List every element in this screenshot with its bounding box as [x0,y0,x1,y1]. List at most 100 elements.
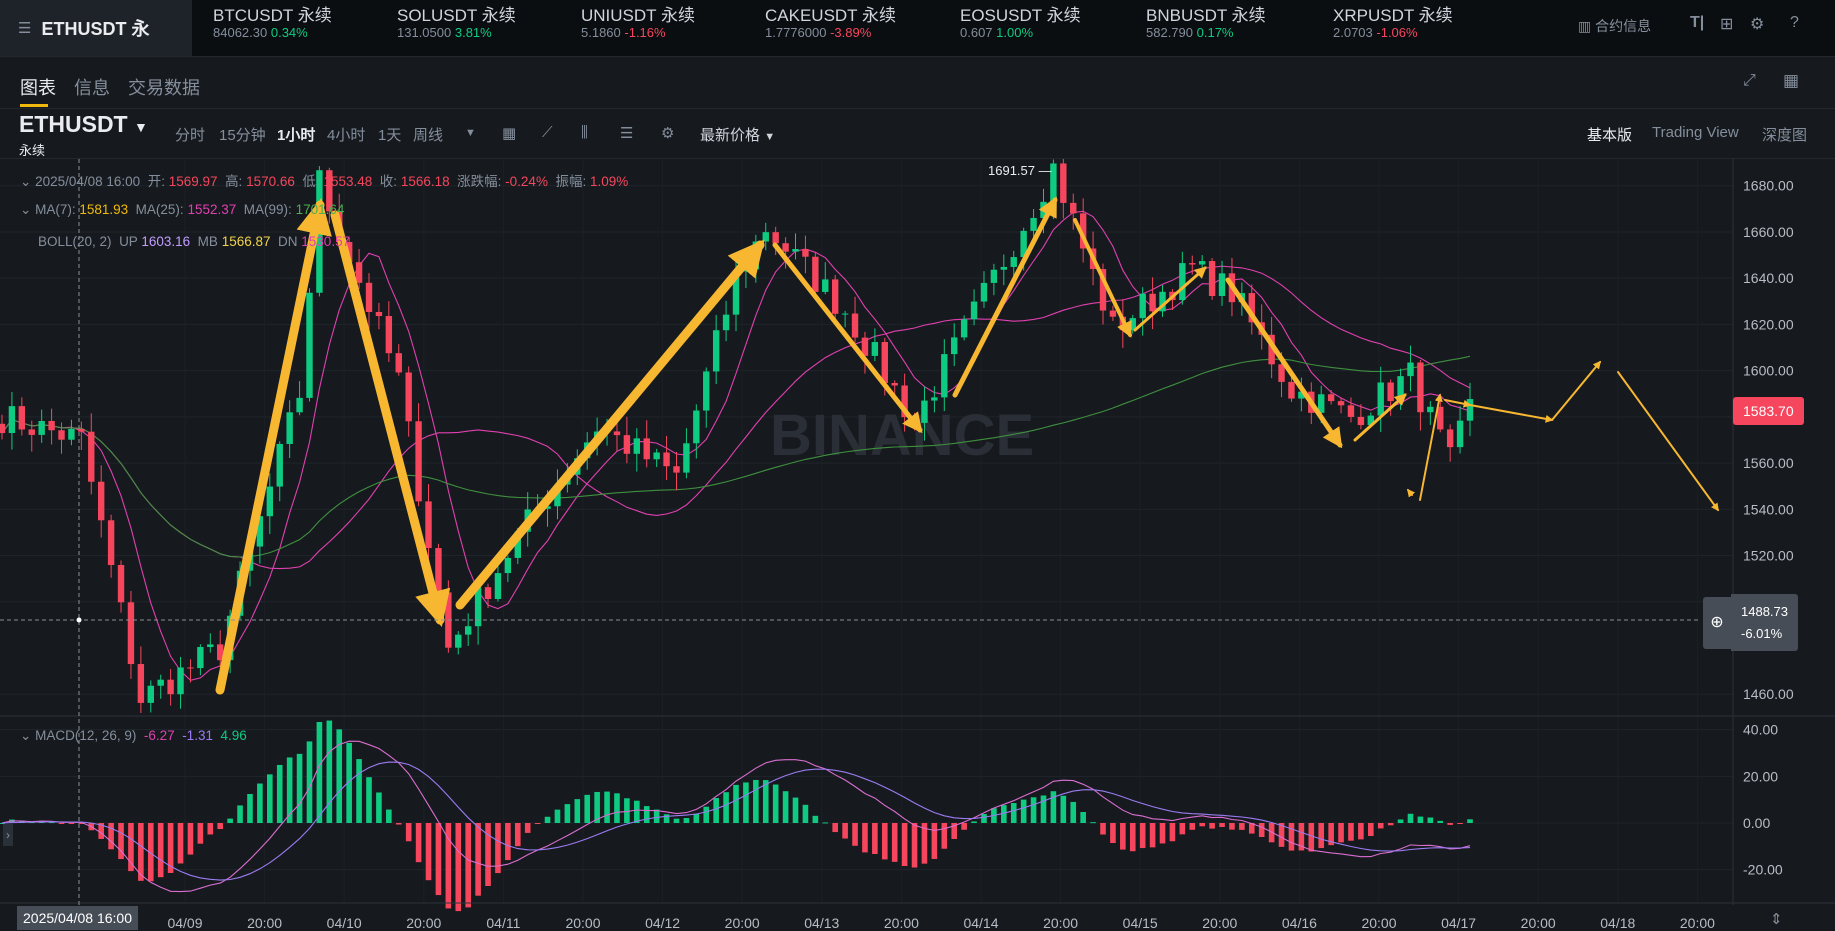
tf-1h[interactable]: 1小时 [277,127,316,144]
price-type-select[interactable]: 最新价格 ▼ [700,127,776,144]
candle-body [1298,391,1305,399]
macd-bar [872,823,878,854]
ticker-item[interactable]: CAKEUSDT 永续 1.7776000 -3.89% [765,7,896,41]
candle-body [693,410,700,444]
trend-arrow[interactable] [1551,360,1602,421]
tf-4h[interactable]: 4小时 [327,127,366,144]
tf-15m[interactable]: 15分钟 [219,127,266,144]
trend-arrow[interactable] [1225,277,1343,449]
text-icon[interactable]: T| [1690,14,1705,31]
ticker-item[interactable]: UNIUSDT 永续 5.1860 -1.16% [581,7,695,41]
macd-bar [723,792,729,823]
candle-body [1466,399,1474,421]
ticker-change: 1.00% [996,25,1034,40]
ticker-item[interactable]: EOSUSDT 永续 0.607 1.00% [960,7,1081,41]
tab-trading-data[interactable]: 交易数据 [128,78,200,98]
macd-bar [1387,823,1394,826]
trend-arrow[interactable] [952,196,1058,398]
toolbar-symbol[interactable]: ETHUSDT ▼ [19,111,148,137]
template-icon[interactable]: ☰ [620,125,634,142]
trend-arrow[interactable] [215,197,332,695]
collapse-icon[interactable]: ⌄ [20,174,32,189]
macd-tick-label: 40.00 [1743,722,1778,738]
add-alert-icon[interactable]: ⊕ [1703,596,1731,649]
trend-arrow[interactable] [455,239,765,610]
macd-bar [455,823,462,912]
gear-icon[interactable]: ⚙ [1750,16,1765,33]
view-tradingview[interactable]: Trading View [1652,124,1739,141]
collapse-icon[interactable]: ⌄ [20,728,32,743]
grid-icon[interactable]: ⊞ [1720,16,1734,33]
macd-bar [1248,823,1255,834]
macd-bar [177,823,184,864]
macd-bar [68,823,75,824]
crosshair-price-tag[interactable]: ⊕ 1488.73 -6.01% [1703,594,1798,651]
contract-info-link[interactable]: ▥ 合约信息 [1578,18,1652,34]
macd-dif-line [1,740,1471,893]
tab-info[interactable]: 信息 [74,78,110,98]
indicator-icon[interactable]: ⟋ [542,124,553,141]
candle-type-icon[interactable]: ⫼ [581,124,588,141]
scale-toggle-icon[interactable]: ⇕ [1770,911,1783,928]
macd-bar [405,823,412,842]
ticker-item[interactable]: XRPUSDT 永续 2.0703 -1.06% [1333,7,1453,41]
trend-arrow[interactable] [330,210,451,627]
macd-bar [58,823,65,824]
tf-1d[interactable]: 1天 [378,127,402,144]
trend-arrow[interactable] [1133,266,1207,332]
trend-arrow[interactable] [1444,399,1472,408]
view-basic[interactable]: 基本版 [1587,127,1633,144]
trend-arrow[interactable] [1073,218,1132,338]
macd-bar [1020,799,1027,823]
calendar-icon[interactable]: ▦ [502,125,517,142]
ticker-item[interactable]: BNBUSDT 永续 582.790 0.17% [1146,7,1266,41]
macd-bar [574,799,581,823]
view-depth[interactable]: 深度图 [1762,127,1808,144]
macd-bar [653,809,660,823]
time-tick-label: 20:00 [1202,915,1237,931]
candle-body [28,429,35,435]
candle-body [980,282,988,302]
candle-body [1268,334,1275,365]
macd-bar [296,753,303,823]
ticker-price: 2.0703 [1333,25,1373,40]
macd-bar [1199,823,1205,827]
time-tick-label: 20:00 [247,915,282,931]
macd-bar [1090,822,1096,824]
price-tick-label: 1640.00 [1743,270,1794,286]
settings-icon[interactable]: ⚙ [661,125,675,142]
tf-line[interactable]: 分时 [175,127,206,144]
trend-arrow[interactable] [1419,393,1443,501]
macd-bar [1447,823,1453,825]
macd-tick-label: 20.00 [1743,768,1778,784]
tf-1w[interactable]: 周线 [413,127,444,144]
tf-more-caret-icon[interactable]: ▼ [465,127,476,139]
layout-icon[interactable]: ▦ [1783,71,1800,90]
price-chart[interactable]: BINANCE 1680.001660.001640.001620.001600… [0,159,1835,931]
trend-arrow[interactable] [1353,393,1407,442]
ticker-item[interactable]: SOLUSDT 永续 131.0500 3.81% [397,7,516,41]
macd-bar [197,823,204,844]
time-tick-label: 20:00 [725,915,760,931]
sidebar-toggle-icon[interactable]: › [3,824,13,846]
macd-bar [832,823,838,833]
tab-chart[interactable]: 图表 [20,78,56,98]
ticker-price: 84062.30 [213,25,268,40]
ticker-item[interactable]: BTCUSDT 永续 84062.30 0.34% [213,7,332,41]
trend-arrow[interactable] [1617,371,1719,512]
trend-arrow[interactable] [1407,488,1416,498]
fullscreen-icon[interactable]: ⤢ [1743,72,1756,89]
trend-arrow[interactable] [772,242,923,434]
candle-body [782,243,789,252]
ticker-price: 131.0500 [397,25,452,40]
menu-icon[interactable]: ☰ [18,20,32,37]
trend-arrow[interactable] [1469,404,1554,423]
candle-body [1397,376,1404,402]
macd-bar [1060,795,1067,823]
macd-bar [395,823,402,825]
candle-body [643,438,650,460]
collapse-icon[interactable]: ⌄ [20,202,32,217]
ticker-name: CAKEUSDT 永续 [765,6,896,25]
symbol-selector[interactable]: ☰ ETHUSDT 永 [0,0,192,56]
help-icon[interactable]: ? [1790,14,1799,31]
